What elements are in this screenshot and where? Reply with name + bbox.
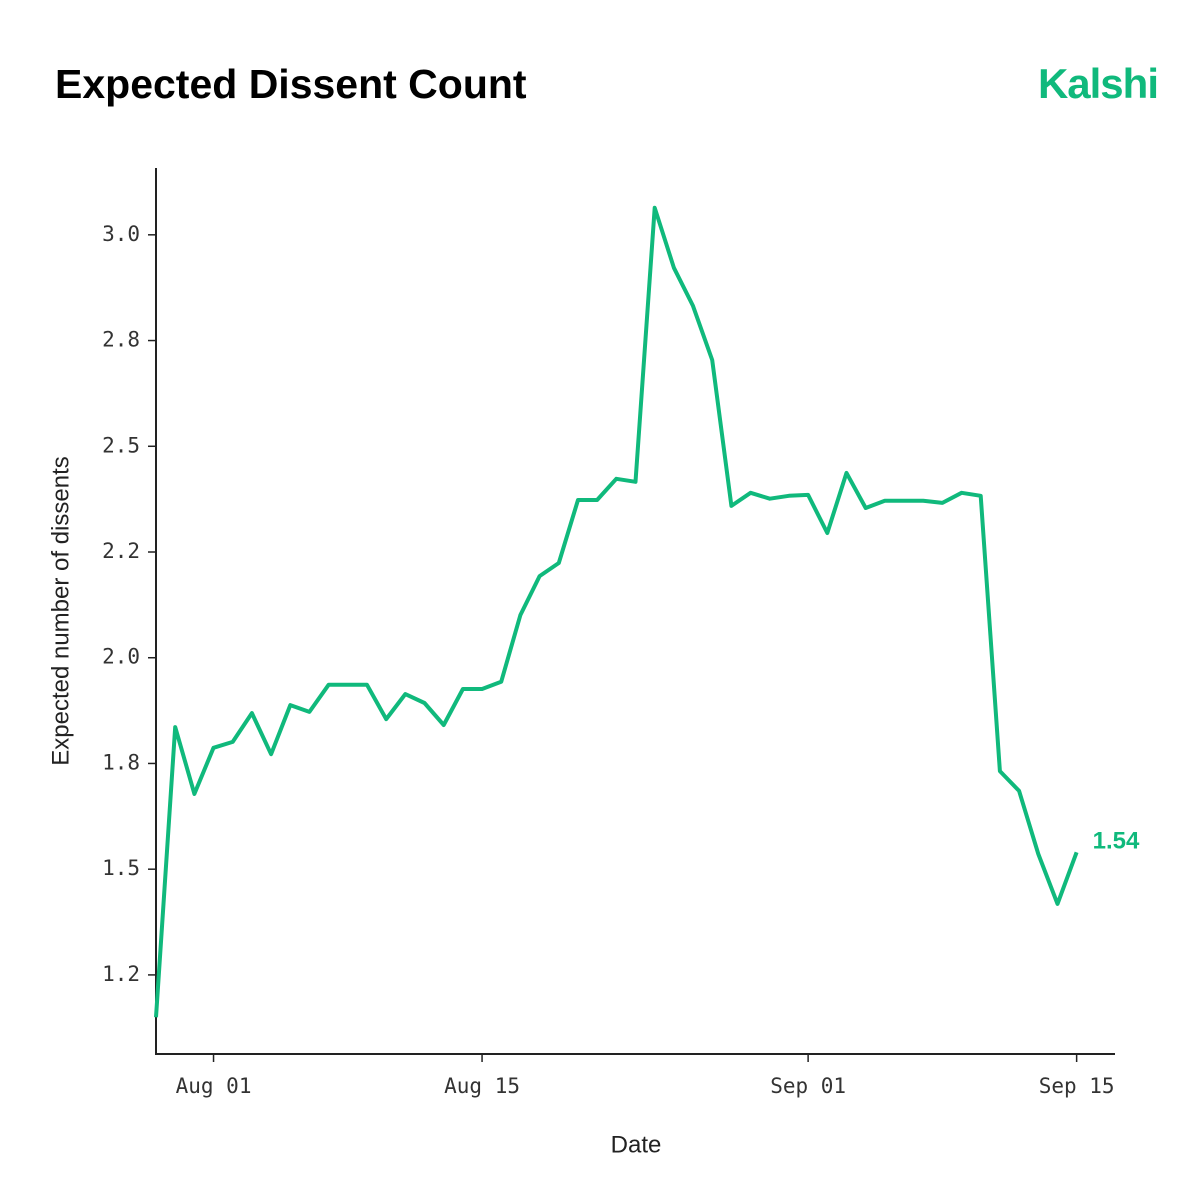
- value-label: 1.54: [1093, 828, 1140, 855]
- y-tick-label: 1.5: [102, 856, 140, 880]
- x-tick-label: Aug 01: [176, 1074, 252, 1098]
- y-tick-label: 2.5: [102, 433, 140, 457]
- y-axis-label: Expected number of dissents: [47, 456, 74, 766]
- y-tick-label: 2.0: [102, 645, 140, 669]
- y-tick-label: 1.8: [102, 750, 140, 774]
- series-line: [154, 205, 1079, 1018]
- y-tick-label: 2.8: [102, 328, 140, 352]
- x-axis-label: Date: [611, 1131, 662, 1158]
- y-tick-label: 2.2: [102, 539, 140, 563]
- brand-logo: Kalshi: [1038, 60, 1158, 107]
- y-tick-label: 1.2: [102, 962, 140, 986]
- x-tick-label: Sep 01: [770, 1074, 846, 1098]
- x-tick-label: Sep 15: [1039, 1074, 1115, 1098]
- x-tick-label: Aug 15: [444, 1074, 520, 1098]
- chart-title: Expected Dissent Count: [55, 61, 527, 107]
- y-tick-label: 3.0: [102, 222, 140, 246]
